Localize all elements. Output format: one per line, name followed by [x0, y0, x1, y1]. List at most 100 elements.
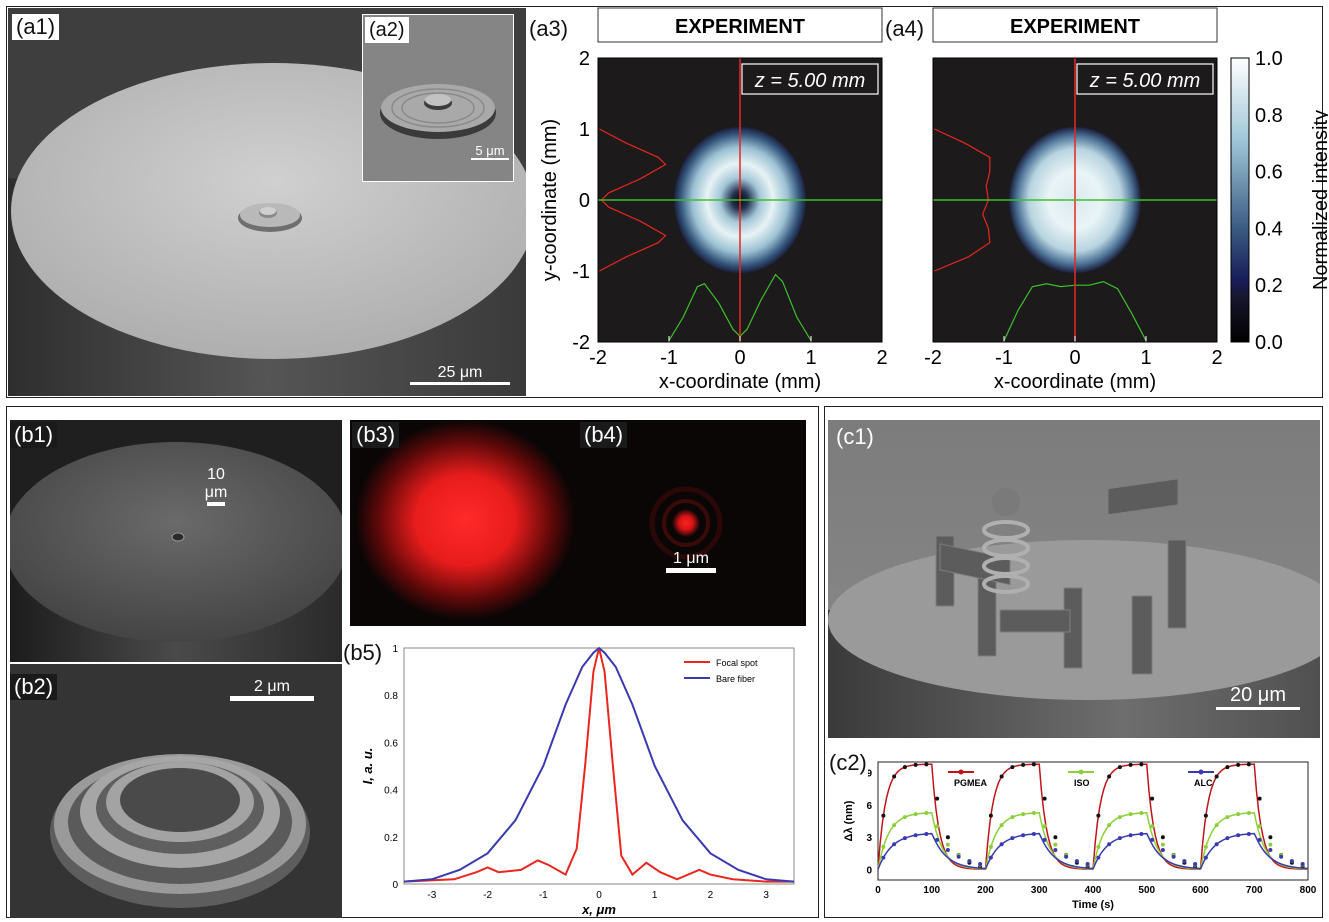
annotation-a3: z = 5.00 mm: [754, 70, 866, 92]
data-point-alc: [1268, 848, 1273, 853]
data-point-pgmea: [902, 765, 907, 770]
y-axis-label-c2: Δλ (nm): [843, 800, 855, 841]
data-point-pgmea: [1246, 762, 1251, 767]
panel-label-c2: (c2): [828, 750, 868, 776]
y-axis-label-b5: I, a. u.: [360, 748, 375, 785]
data-point-pgmea: [1225, 765, 1230, 770]
data-point-alc: [1150, 837, 1155, 842]
x-tick-label-c2: 300: [1031, 885, 1048, 896]
panel-label-a4: (a4): [884, 16, 926, 42]
data-point-pgmea: [1268, 835, 1273, 840]
data-point-pgmea: [1203, 813, 1208, 818]
y-tick-label-c2: 0: [866, 865, 872, 876]
header-a3: EXPERIMENT: [675, 16, 805, 38]
data-point-alc: [1300, 861, 1305, 866]
sem-image-b2: (b2) 2 μm: [10, 664, 342, 918]
scalebar-b2-label: 2 μm: [254, 678, 290, 695]
panel-label-a1: (a1): [12, 14, 60, 40]
y-tick-label-c2: 6: [866, 801, 872, 812]
x-tick-label-a3: 1: [805, 347, 816, 369]
data-point-iso: [1117, 815, 1122, 820]
b4-drawing: [578, 420, 806, 626]
data-point-pgmea: [1139, 762, 1144, 767]
data-point-iso: [1031, 811, 1036, 816]
optical-image-b3: (b3): [350, 420, 578, 626]
chart-a3-a4: EXPERIMENT z = 5.00 mm -2 -1 0 1 2 x-coordinate…: [539, 7, 1328, 393]
scalebar-b2: 2 μm: [230, 678, 314, 701]
data-point-alc: [999, 842, 1004, 847]
data-point-alc: [978, 861, 983, 866]
data-point-iso: [1203, 844, 1208, 849]
data-point-alc: [1128, 833, 1133, 838]
x-tick-label-a3: 0: [734, 347, 745, 369]
data-point-pgmea: [935, 796, 940, 801]
data-point-iso: [902, 815, 907, 820]
x-axis-label-a4: x-coordinate (mm): [994, 371, 1156, 393]
legend-label-b5: Focal spot: [716, 658, 758, 668]
data-point-pgmea: [1010, 765, 1015, 770]
panel-label-a3: (a3): [528, 16, 570, 42]
data-point-alc: [881, 855, 886, 860]
data-point-pgmea: [945, 835, 950, 840]
data-point-alc: [1042, 837, 1047, 842]
y-tick-label-b5: 0.6: [384, 738, 398, 749]
data-point-iso: [1160, 842, 1165, 847]
x-axis-label-a3: x-coordinate (mm): [659, 371, 821, 393]
data-point-iso: [1021, 812, 1026, 817]
data-point-pgmea: [1117, 765, 1122, 770]
data-point-alc: [1064, 854, 1069, 859]
legend-label-b5: Bare fiber: [716, 674, 755, 684]
legend-marker-c2: [1078, 769, 1084, 775]
x-tick-label-c2: 100: [923, 885, 940, 896]
plot-frame-a3: [597, 57, 883, 343]
x-tick-label-b5: 2: [708, 890, 714, 901]
panel-label-c1: (c1): [836, 424, 874, 449]
data-point-alc: [902, 836, 907, 841]
data-point-pgmea: [1021, 762, 1026, 767]
scalebar-b1: 10 μm: [196, 466, 236, 506]
data-point-pgmea: [988, 813, 993, 818]
data-point-alc: [1203, 855, 1208, 860]
legend-label-c2: ALC: [1194, 778, 1213, 788]
data-point-alc: [1053, 848, 1058, 853]
data-point-alc: [1182, 859, 1187, 864]
sem-b1-drawing: [10, 442, 342, 662]
data-point-alc: [935, 837, 940, 842]
annotation-a4: z = 5.00 mm: [1089, 70, 1201, 92]
data-point-iso: [1268, 842, 1273, 847]
x-tick-label-a4: 2: [1211, 347, 1222, 369]
scalebar-a2-label: 5 μm: [475, 143, 505, 158]
x-tick-label-a3: 2: [876, 347, 887, 369]
colorbar-tick-label: 1.0: [1255, 48, 1283, 70]
y-tick-label-a3: -1: [572, 261, 590, 283]
y-tick-label-b5: 1: [392, 644, 398, 655]
data-point-alc: [1214, 842, 1219, 847]
sem-c1-drawing: [828, 420, 1320, 738]
x-tick-label-c2: 0: [875, 885, 881, 896]
data-point-pgmea: [913, 762, 918, 767]
data-point-alc: [1279, 854, 1284, 859]
legend-marker-c2: [958, 769, 964, 775]
header-a4: EXPERIMENT: [1010, 16, 1140, 38]
data-point-pgmea: [1160, 835, 1165, 840]
data-point-alc: [1257, 837, 1262, 842]
data-point-alc: [1289, 859, 1294, 864]
x-tick-label-b5: 0: [596, 890, 602, 901]
data-point-alc: [1236, 833, 1241, 838]
data-point-iso: [1096, 844, 1101, 849]
colorbar-tick-label: 0.6: [1255, 162, 1283, 184]
data-point-iso: [1139, 811, 1144, 816]
legend-label-c2: PGMEA: [954, 778, 988, 788]
data-point-alc: [1096, 855, 1101, 860]
y-tick-label-a3: -2: [572, 332, 590, 354]
data-point-iso: [935, 824, 940, 829]
data-point-iso: [1128, 812, 1133, 817]
x-axis-label-c2: Time (s): [1072, 899, 1114, 911]
panel-label-b3: (b3): [352, 422, 400, 448]
colorbar-label: Normalized intensity: [1310, 110, 1328, 290]
data-point-iso: [988, 844, 993, 849]
data-point-pgmea: [1128, 762, 1133, 767]
data-point-alc: [1085, 861, 1090, 866]
data-point-alc: [988, 855, 993, 860]
chart-c2: 0 100 200 300 400 500 600 700 800 0 3 6 9 Time (s) Δλ …: [843, 761, 1317, 911]
